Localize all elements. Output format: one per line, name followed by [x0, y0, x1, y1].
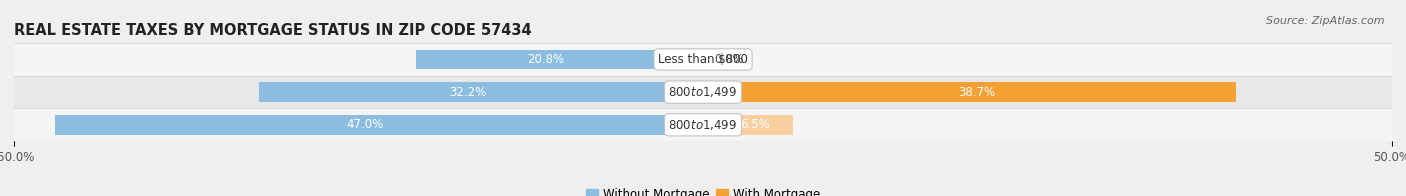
Text: 47.0%: 47.0%: [347, 118, 384, 131]
Text: $800 to $1,499: $800 to $1,499: [668, 118, 738, 132]
Text: Less than $800: Less than $800: [658, 53, 748, 66]
Text: 6.5%: 6.5%: [740, 118, 769, 131]
Text: 0.0%: 0.0%: [714, 53, 744, 66]
Text: $800 to $1,499: $800 to $1,499: [668, 85, 738, 99]
Bar: [14, 108, 1392, 141]
Text: Source: ZipAtlas.com: Source: ZipAtlas.com: [1267, 16, 1385, 26]
Legend: Without Mortgage, With Mortgage: Without Mortgage, With Mortgage: [581, 183, 825, 196]
Text: 32.2%: 32.2%: [449, 86, 486, 99]
Text: 38.7%: 38.7%: [957, 86, 995, 99]
Bar: [259, 82, 703, 102]
Text: 20.8%: 20.8%: [527, 53, 564, 66]
Bar: [14, 43, 1392, 76]
Bar: [55, 115, 703, 135]
Text: REAL ESTATE TAXES BY MORTGAGE STATUS IN ZIP CODE 57434: REAL ESTATE TAXES BY MORTGAGE STATUS IN …: [14, 23, 531, 38]
Bar: [703, 115, 793, 135]
Bar: [416, 50, 703, 69]
Bar: [14, 76, 1392, 108]
Bar: [703, 82, 1236, 102]
